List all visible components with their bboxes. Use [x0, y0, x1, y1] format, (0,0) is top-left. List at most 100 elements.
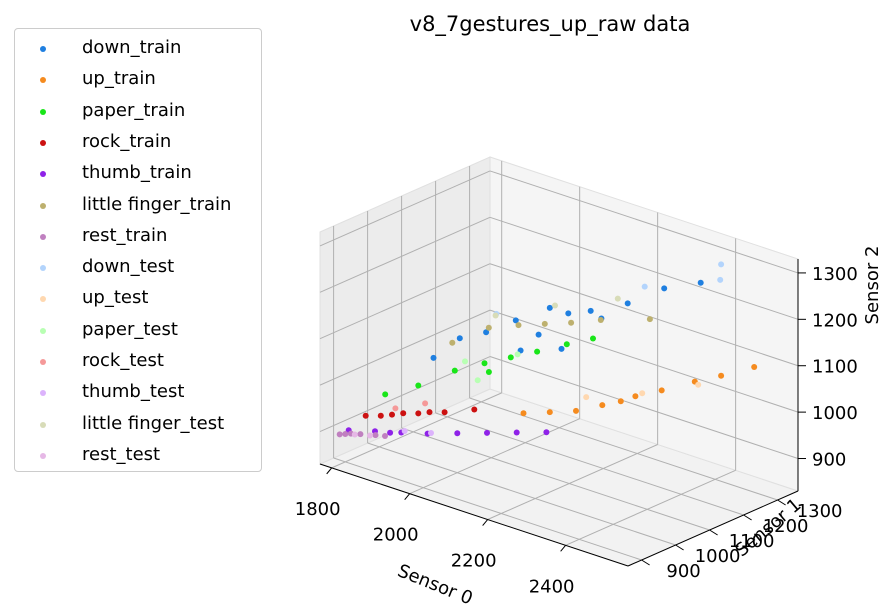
data-point [362, 412, 369, 419]
data-point [624, 300, 631, 307]
data-point [543, 429, 550, 436]
grid-line [489, 309, 799, 413]
data-point [401, 428, 408, 434]
y-tick-label: 1100 [729, 531, 775, 552]
data-point [614, 295, 621, 302]
legend-marker [40, 359, 46, 365]
legend-item: rest_test [15, 440, 261, 471]
data-point [597, 317, 604, 323]
data-point [512, 317, 519, 324]
data-point [751, 364, 758, 370]
legend-item: paper_train [15, 96, 261, 127]
legend-marker [40, 296, 46, 303]
grid-line [489, 216, 799, 320]
legend-item: rest_train [15, 221, 261, 252]
data-point [641, 283, 648, 290]
x-tick [482, 519, 489, 526]
legend-marker [40, 202, 46, 209]
legend-item: little finger_test [15, 409, 261, 440]
legend-marker [40, 327, 46, 334]
legend-item: up_train [15, 64, 261, 95]
data-point [415, 382, 422, 389]
data-points [336, 261, 758, 439]
legend-label: rock_test [82, 350, 164, 371]
legend-label: down_train [82, 37, 182, 58]
legend-marker [40, 77, 46, 84]
legend-item: up_test [15, 283, 261, 314]
data-point [563, 341, 570, 348]
legend-label: up_test [82, 287, 149, 309]
legend-item: rock_train [15, 127, 261, 158]
x-tick [560, 545, 567, 552]
data-point [481, 360, 488, 367]
data-point [387, 429, 394, 436]
y-tick [675, 544, 684, 551]
legend-label: little finger_test [82, 412, 225, 434]
legend-label: paper_train [82, 99, 186, 121]
data-point [430, 354, 437, 361]
data-point [449, 339, 456, 346]
data-point [492, 312, 499, 319]
grid-line [331, 392, 502, 469]
axis-panes [318, 156, 800, 567]
data-point [400, 410, 407, 417]
legend-marker [40, 452, 46, 459]
data-point [451, 367, 458, 374]
z-tick-label: 1000 [812, 403, 858, 424]
data-point [568, 319, 575, 326]
legend-marker [40, 265, 46, 272]
legend-label: up_train [82, 68, 156, 90]
data-point [587, 307, 594, 314]
data-point [718, 372, 725, 379]
data-point [483, 329, 490, 336]
data-point [617, 398, 624, 405]
legend-label: rest_train [82, 224, 168, 246]
y-tick [743, 514, 752, 521]
data-point [471, 406, 478, 413]
legend-label: paper_test [82, 318, 178, 340]
x-tick [326, 467, 333, 475]
legend-item: little finger_train [15, 190, 261, 221]
data-point [717, 276, 724, 283]
legend-item: paper_test [15, 315, 261, 346]
legend-label: little finger_train [82, 193, 232, 215]
data-point [541, 320, 548, 327]
data-point [520, 410, 527, 417]
x-axis-line [319, 463, 629, 567]
y-tick [709, 529, 718, 536]
grid-line [487, 444, 658, 520]
data-point [428, 430, 434, 436]
grid-line [469, 397, 778, 501]
tick-labels: 1800200022002400900100011001200130090010… [295, 264, 858, 597]
legend-marker [40, 108, 46, 115]
grid-line [401, 427, 710, 531]
legend-marker [40, 46, 46, 52]
x-tick-label: 2200 [451, 551, 497, 572]
grid-line [565, 469, 736, 546]
z-tick-label: 1100 [812, 357, 858, 378]
legend-marker [40, 171, 46, 178]
data-point [382, 391, 389, 398]
data-point [377, 412, 384, 419]
data-point [426, 409, 433, 416]
data-point [639, 390, 646, 397]
grid-line [319, 170, 491, 247]
data-point [583, 394, 590, 401]
legend-item: thumb_train [15, 158, 261, 189]
z-tick-label: 900 [812, 450, 846, 471]
grid-line [319, 263, 491, 340]
data-point [658, 387, 665, 394]
y-tick-label: 1300 [797, 501, 843, 522]
data-point [372, 432, 379, 439]
data-point [507, 354, 514, 361]
x-tick [404, 493, 411, 501]
data-point [336, 431, 343, 438]
data-point [351, 431, 358, 438]
z-axis-label: Sensor 2 [862, 246, 883, 325]
data-point [599, 402, 606, 409]
grid-line [333, 457, 642, 561]
legend-label: thumb_test [82, 381, 185, 403]
grid-line [489, 263, 799, 367]
data-point [389, 411, 395, 418]
data-point [646, 316, 653, 323]
